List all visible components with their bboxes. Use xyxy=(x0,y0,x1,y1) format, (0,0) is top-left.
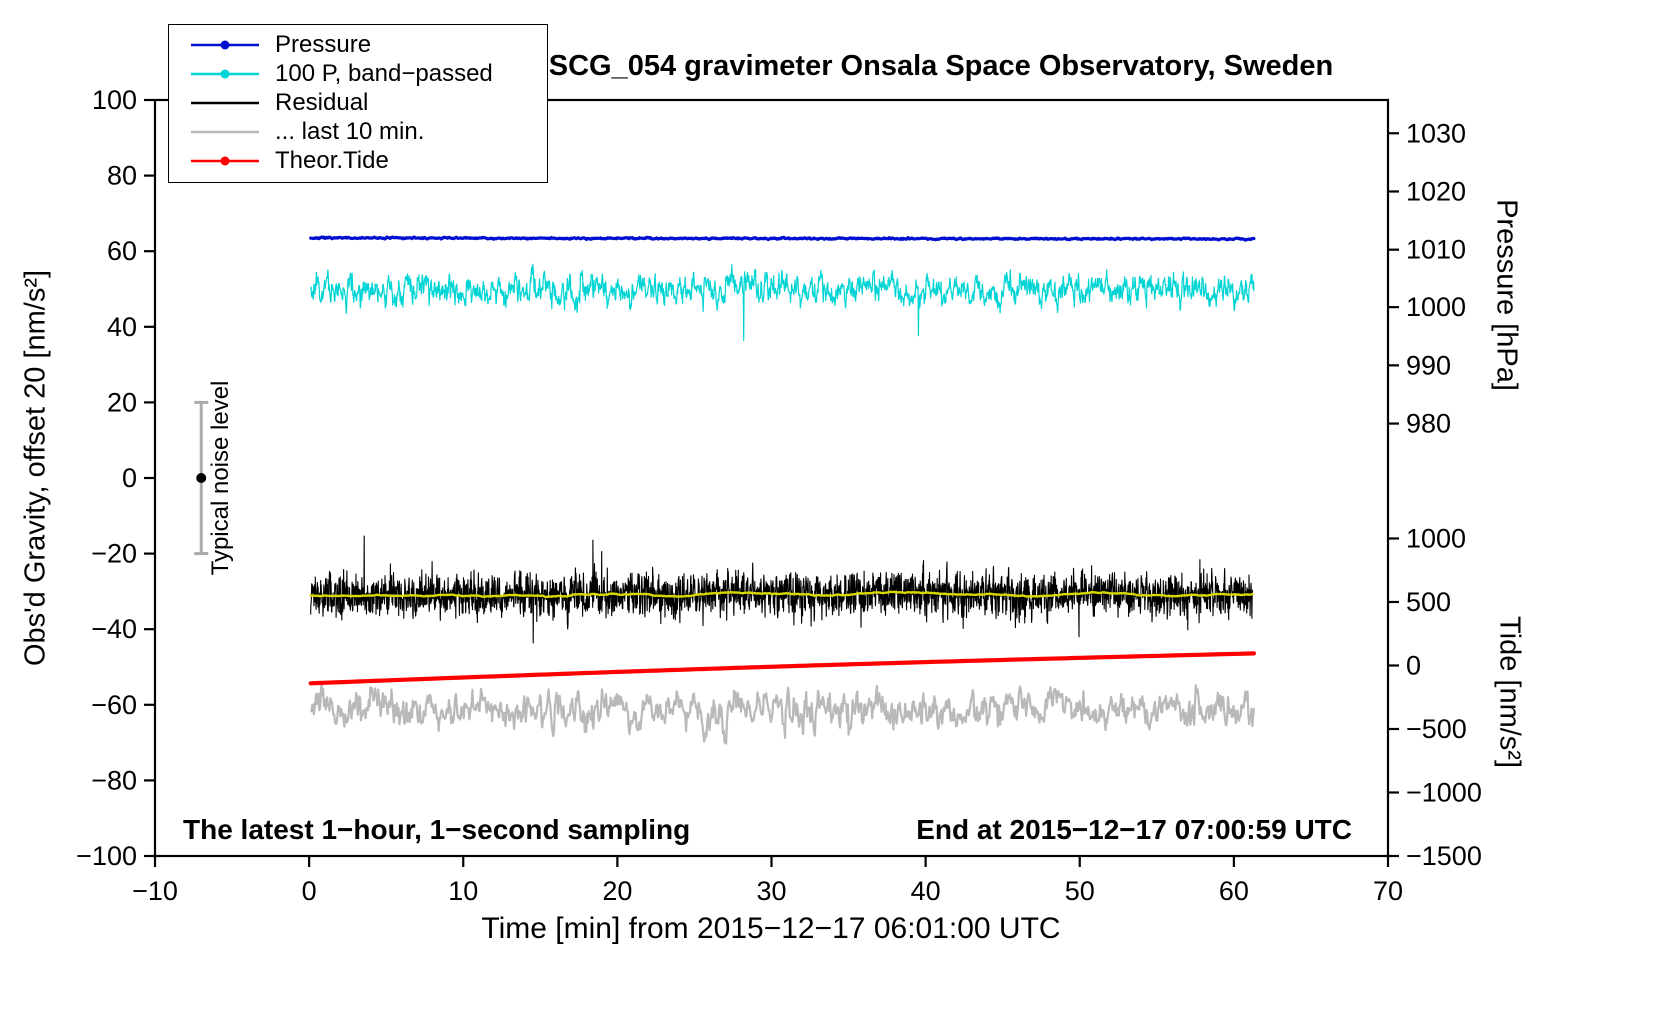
x-axis-label: Time [min] from 2015−12−17 06:01:00 UTC xyxy=(481,912,1061,945)
tide-tick-label: −500 xyxy=(1406,714,1467,744)
pressure-tick-label: 1030 xyxy=(1406,118,1466,148)
legend-item-3: ... last 10 min. xyxy=(189,117,543,146)
legend-label: Pressure xyxy=(275,30,372,58)
legend-swatch-icon xyxy=(191,156,259,165)
legend-item-4: Theor.Tide xyxy=(189,146,543,175)
y-tick-label: 40 xyxy=(107,312,137,342)
legend-swatch-icon xyxy=(191,69,259,78)
tide-tick-label: 1000 xyxy=(1406,523,1466,553)
pressure-tick-label: 1020 xyxy=(1406,176,1466,206)
pressure-tick-label: 990 xyxy=(1406,350,1451,380)
x-tick-label: 0 xyxy=(302,876,317,906)
y-tick-label: 0 xyxy=(122,463,137,493)
legend-swatch-icon xyxy=(191,40,259,49)
legend-label: Residual xyxy=(275,88,369,116)
pressure-tick-label: 1010 xyxy=(1406,235,1466,265)
y-tick-label: 20 xyxy=(107,387,137,417)
series-residual-smoothed xyxy=(309,590,1254,599)
series-last-10-min xyxy=(310,681,1255,745)
x-tick-label: 40 xyxy=(911,876,941,906)
y-tick-label: −100 xyxy=(76,841,137,871)
y-tick-label: 80 xyxy=(107,161,137,191)
y-axis-label-gravity: Obs'd Gravity, offset 20 [nm/s²] xyxy=(19,269,52,667)
y-axis-label-tide: Tide [nm/s²] xyxy=(1493,615,1526,769)
end-time-annotation: End at 2015−12−17 07:00:59 UTC xyxy=(916,814,1352,845)
tide-tick-label: −1500 xyxy=(1406,841,1482,871)
legend-label: 100 P, band−passed xyxy=(275,59,493,87)
y-tick-label: −60 xyxy=(91,690,137,720)
pressure-tick-label: 1000 xyxy=(1406,292,1466,322)
x-tick-label: 60 xyxy=(1219,876,1249,906)
x-tick-label: 70 xyxy=(1373,876,1403,906)
noise-level-label: Typical noise level xyxy=(207,381,234,576)
legend-item-2: Residual xyxy=(189,88,543,117)
legend-item-1: 100 P, band−passed xyxy=(189,59,543,88)
legend: Pressure 100 P, band−passed Residual... la… xyxy=(168,24,548,183)
x-tick-label: 30 xyxy=(756,876,786,906)
legend-swatch-icon xyxy=(191,101,259,104)
legend-swatch-icon xyxy=(191,130,259,133)
noise-dot xyxy=(196,473,207,483)
tide-tick-label: 500 xyxy=(1406,587,1451,617)
chart-title: SCG_054 gravimeter Onsala Space Observat… xyxy=(548,50,1334,82)
pressure-tick-label: 980 xyxy=(1406,409,1451,439)
plot-frame xyxy=(153,98,1390,858)
sampling-annotation: The latest 1−hour, 1−second sampling xyxy=(183,814,691,845)
y-tick-label: −80 xyxy=(91,765,137,795)
legend-item-0: Pressure xyxy=(189,30,543,59)
tide-tick-label: 0 xyxy=(1406,650,1421,680)
x-tick-label: 20 xyxy=(602,876,632,906)
y-tick-label: 60 xyxy=(107,236,137,266)
legend-label: Theor.Tide xyxy=(275,146,389,174)
legend-label: ... last 10 min. xyxy=(275,117,425,145)
series-pressure xyxy=(309,235,1256,242)
y-tick-label: −20 xyxy=(91,539,137,569)
series-theor-tide xyxy=(308,651,1256,686)
x-tick-label: 10 xyxy=(448,876,478,906)
tide-tick-label: −1000 xyxy=(1406,777,1482,807)
series-residual xyxy=(310,535,1253,644)
series-band-passed xyxy=(310,263,1255,342)
x-tick-label: −10 xyxy=(132,876,178,906)
y-tick-label: −40 xyxy=(91,614,137,644)
y-axis-label-pressure: Pressure [hPa] xyxy=(1490,199,1523,391)
x-tick-label: 50 xyxy=(1065,876,1095,906)
y-tick-label: 100 xyxy=(92,85,137,115)
